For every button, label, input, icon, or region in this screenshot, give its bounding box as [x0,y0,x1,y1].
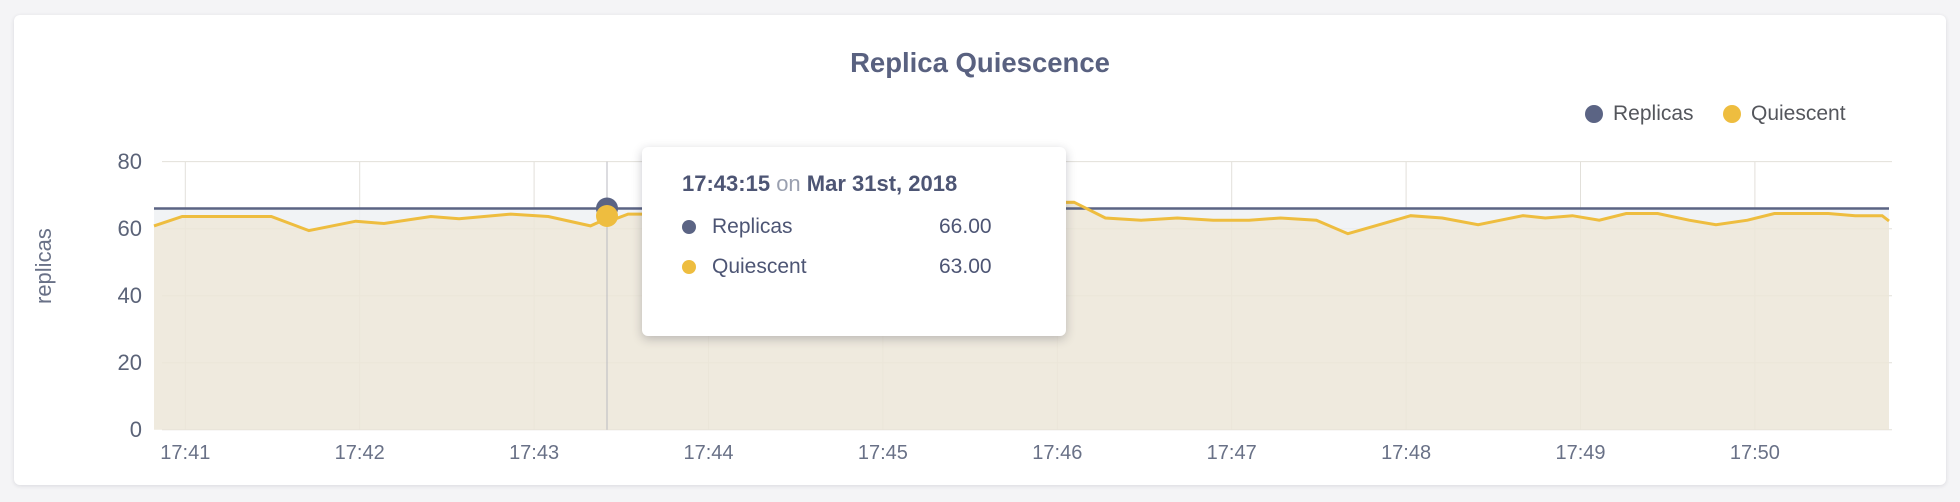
svg-text:17:43: 17:43 [509,442,559,464]
svg-text:0: 0 [130,417,142,442]
svg-text:60: 60 [118,216,142,241]
svg-text:20: 20 [118,350,142,375]
svg-text:17:47: 17:47 [1207,442,1257,464]
svg-text:17:45: 17:45 [858,442,908,464]
svg-text:17:42: 17:42 [335,442,385,464]
svg-text:80: 80 [118,149,142,174]
svg-text:40: 40 [118,283,142,308]
svg-text:17:44: 17:44 [683,442,733,464]
svg-text:17:49: 17:49 [1555,442,1605,464]
svg-text:17:50: 17:50 [1730,442,1780,464]
svg-text:17:41: 17:41 [160,442,210,464]
svg-text:17:48: 17:48 [1381,442,1431,464]
svg-text:17:46: 17:46 [1032,442,1082,464]
